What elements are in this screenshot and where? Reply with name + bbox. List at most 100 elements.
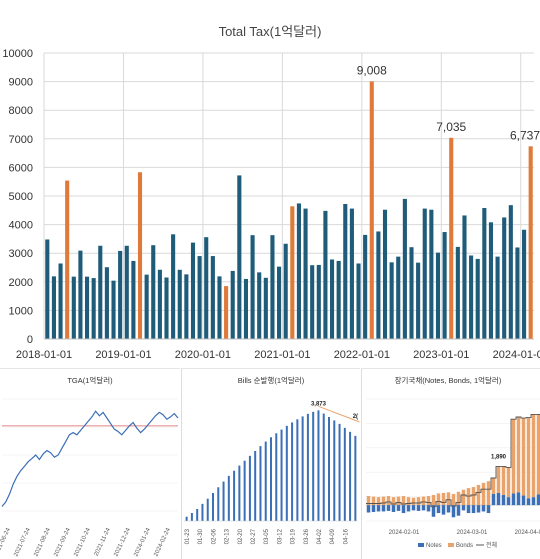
series-line [1, 410, 179, 507]
bar [111, 280, 116, 339]
data-label: 3,873 [311, 401, 327, 407]
bonds-bar [431, 495, 436, 506]
bar [356, 263, 361, 339]
notes-bar [521, 495, 526, 506]
bar [402, 198, 407, 339]
bar [254, 451, 257, 521]
bar [275, 433, 278, 521]
bar [157, 269, 162, 339]
notes-bar [531, 497, 536, 506]
bar [263, 277, 268, 339]
total-tax-chart: Total Tax(1억달러) 0 1000 2000 3000 4000 5000 6000… [2, 24, 540, 361]
bar [190, 513, 193, 521]
long-term-treasury-chart: 장기국채(Notes, Bonds, 1억달러) 1,890 2024-02-01 2… [361, 368, 540, 559]
notes-bar [501, 495, 506, 506]
bar [224, 286, 229, 339]
x-tick-label: 2021-06-24 [0, 527, 12, 558]
bonds-bar [401, 496, 406, 506]
bar [502, 217, 507, 339]
legend: Notes Bonds 전체 [418, 541, 497, 549]
x-tick-label: 2021-09-24 [53, 527, 72, 558]
notes-bar [371, 505, 376, 512]
bonds-bar [476, 484, 481, 506]
bar [306, 413, 309, 521]
y-tick-label: 0 [27, 334, 33, 346]
x-tick-label: 2024-02-01 [389, 530, 420, 536]
bar [171, 234, 176, 339]
bar [118, 250, 123, 339]
x-tick-label: 02-13 [225, 528, 231, 544]
bonds-bar [486, 481, 491, 506]
bar [301, 416, 304, 521]
legend-label-notes: Notes [426, 543, 442, 549]
bar [515, 247, 520, 339]
y-tick-label: 7000 [9, 134, 33, 146]
bar [104, 267, 109, 339]
bonds-bar [441, 492, 446, 506]
bar [296, 419, 299, 521]
bar [317, 410, 320, 521]
x-tick-label: 02-27 [251, 528, 257, 544]
bar [204, 237, 209, 339]
bar [354, 435, 357, 521]
notes-bar [471, 505, 476, 514]
chart-title: TGA(1억달러) [67, 376, 113, 385]
bar [51, 276, 56, 339]
bills-chart: Bills 순발행(1억달러) 3,873 2(01-23 01-30 02-06 02-… [181, 368, 360, 559]
notes-bar [481, 505, 486, 512]
bar [91, 278, 96, 339]
notes-bar [506, 497, 511, 506]
y-tick-label: 8000 [9, 105, 33, 117]
bar [363, 234, 368, 339]
notes-bar [451, 505, 456, 518]
x-tick-label: 2024-04-01 [515, 530, 540, 536]
bar [197, 256, 202, 339]
bar [312, 411, 315, 521]
bar [164, 277, 169, 339]
bonds-bar [456, 491, 461, 506]
bonds-bar [491, 478, 496, 494]
x-tick-label: 02-06 [211, 528, 217, 544]
bonds-bar [531, 414, 536, 498]
notes-bar [401, 505, 406, 514]
notes-bar [366, 505, 371, 513]
tga-svg: TGA(1억달러)2021-06-24 2021-07-24 2021-08-24 2… [0, 376, 179, 558]
legend-swatch-bonds [448, 543, 454, 547]
tga-chart: TGA(1억달러) 2021-06-24 2021-07-24 2021-08-24 2… [0, 368, 180, 559]
bar [322, 413, 325, 521]
x-tick-label: 2018-01-01 [16, 349, 72, 361]
bar [250, 235, 255, 339]
bar [257, 272, 262, 339]
bar [333, 420, 336, 521]
long-term-treasury-svg: 장기국채(Notes, Bonds, 1억달러) 1,890 2024-02-01 2… [366, 375, 540, 549]
bar [528, 146, 533, 339]
bar [291, 422, 294, 521]
y-tick-label: 10000 [2, 48, 33, 60]
bar [310, 265, 315, 339]
y-tick-label: 5000 [9, 191, 33, 203]
bar [338, 423, 341, 521]
y-tick-label: 4000 [9, 220, 33, 232]
bonds-bar [421, 496, 426, 506]
bonds-bar [501, 466, 506, 496]
bar [349, 208, 354, 339]
notes-bar [516, 492, 521, 506]
bonds-bar [436, 493, 441, 506]
notes-bar [396, 505, 401, 511]
x-tick-label: 2023-01-01 [413, 349, 469, 361]
bar [508, 205, 513, 339]
bar [349, 431, 352, 521]
x-tick-label: 04-16 [343, 528, 349, 544]
bar [227, 475, 230, 521]
x-tick-label: 04-09 [330, 528, 336, 544]
bar [196, 509, 199, 521]
bonds-bar [536, 414, 540, 495]
bar [58, 263, 63, 339]
notes-bar [406, 505, 411, 512]
bonds-bar [386, 496, 391, 506]
bar [488, 222, 494, 339]
x-tick-label: 03-05 [264, 528, 270, 544]
bar [71, 276, 76, 339]
bar [84, 276, 90, 339]
notes-bar [411, 505, 416, 511]
